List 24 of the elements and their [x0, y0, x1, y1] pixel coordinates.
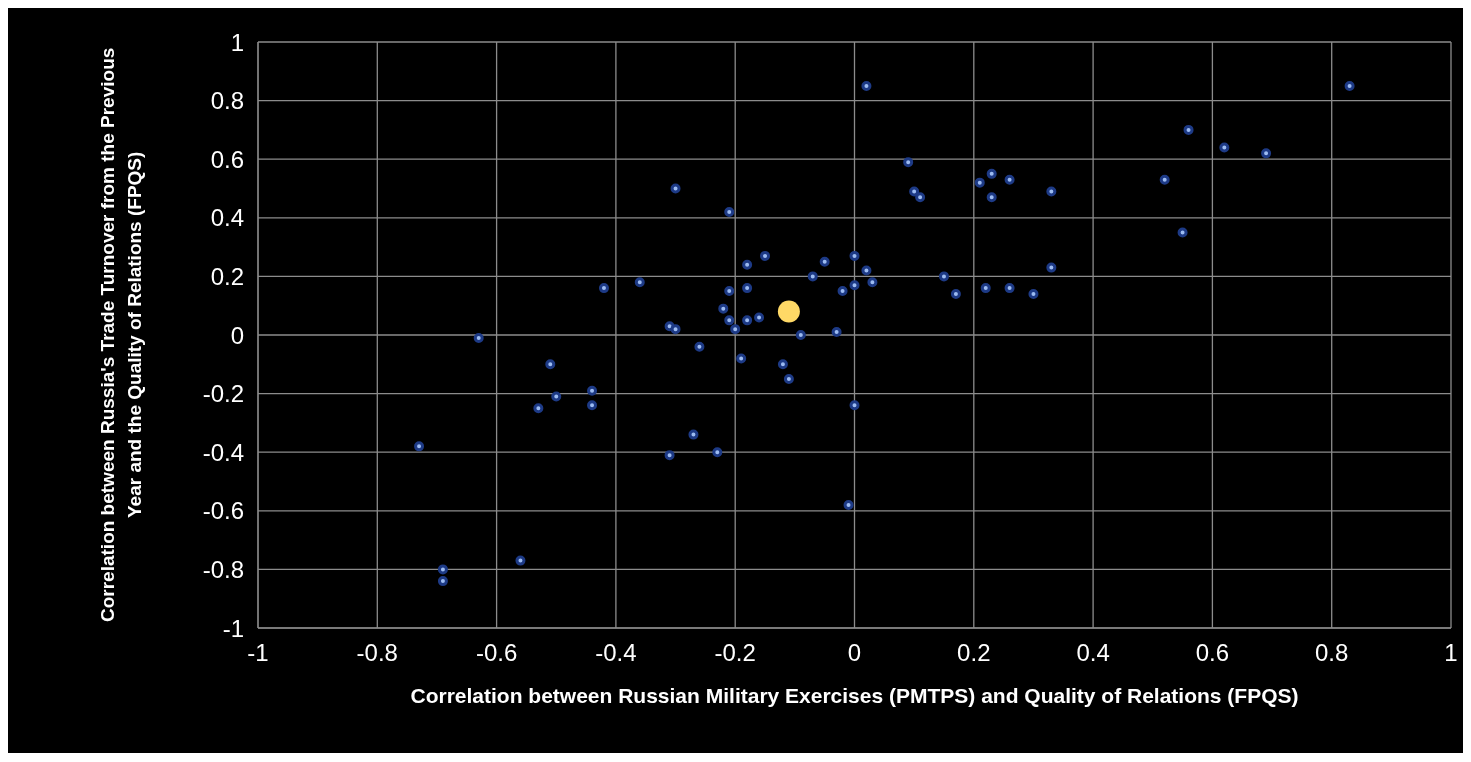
x-tick-label: 0.6	[1195, 639, 1230, 667]
x-axis-title: Correlation between Russian Military Exercises (PMTPS) and Quality of Relations (FPQS)	[409, 684, 1300, 708]
x-tick-label: 1	[1444, 639, 1458, 667]
y-tick-label: 0.8	[210, 87, 244, 115]
y-tick-label: 0.2	[210, 262, 244, 290]
x-tick-label: -0.8	[356, 639, 398, 667]
y-axis-title: Correlation between Russia's Trade Turnover from the Previous Year and the Quality of Relations (FPQS)	[96, 46, 146, 625]
y-tick-label: 0	[230, 321, 244, 349]
x-tick-label: -0.4	[595, 639, 637, 667]
y-tick-label: 0.6	[210, 145, 244, 173]
x-tick-label: -1	[247, 639, 269, 667]
y-tick-label: 1	[230, 28, 244, 56]
x-tick-label: 0.2	[957, 639, 991, 667]
x-tick-label: 0.8	[1315, 639, 1349, 667]
x-tick-label: -0.2	[714, 639, 756, 667]
y-tick-label: -0.6	[202, 497, 244, 525]
y-tick-label: -1	[222, 614, 244, 642]
x-tick-label: 0.4	[1076, 639, 1110, 667]
y-tick-label: 0.4	[210, 204, 244, 232]
x-tick-label: -0.6	[475, 639, 518, 667]
x-tick-label: 0	[847, 639, 862, 667]
y-tick-label: -0.2	[202, 380, 244, 408]
y-tick-label: -0.8	[202, 555, 244, 583]
y-tick-label: -0.4	[202, 438, 244, 466]
